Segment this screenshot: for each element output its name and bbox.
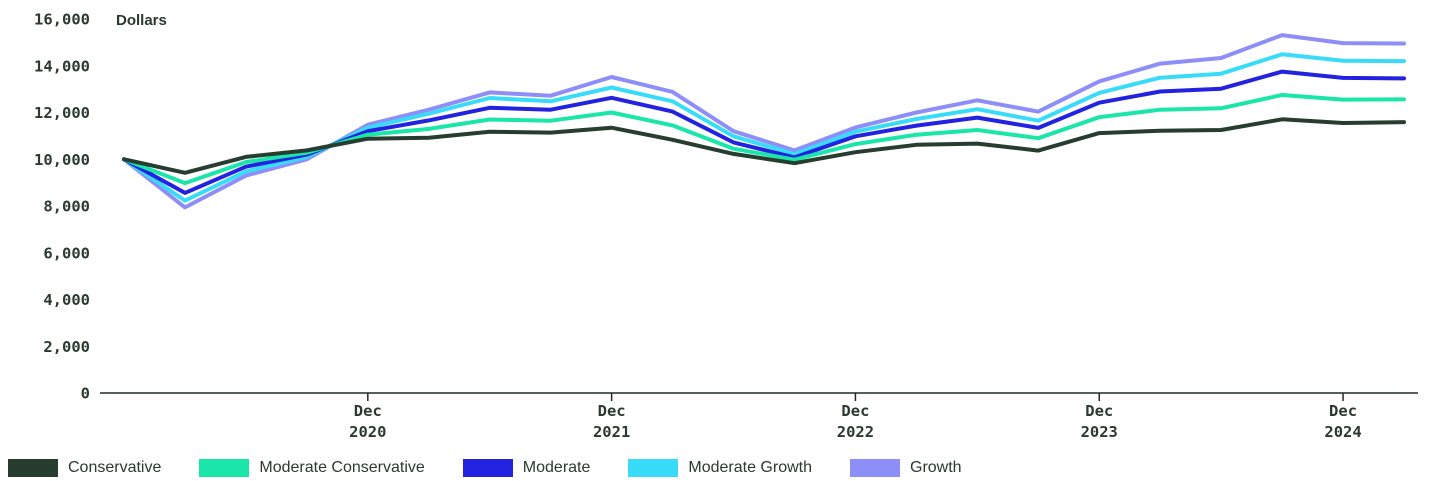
legend-swatch bbox=[628, 459, 679, 477]
legend-swatch bbox=[199, 459, 250, 477]
legend-label: Conservative bbox=[68, 459, 162, 476]
y-axis: 0 2,000 4,000 6,000 8,000 10,000 12,000 14,000 1… bbox=[34, 11, 90, 403]
legend-swatch bbox=[850, 459, 900, 477]
legend-swatch bbox=[8, 459, 58, 477]
x-tick-label-year: 2021 bbox=[593, 423, 630, 441]
x-tick-label-month: Dec bbox=[1329, 402, 1357, 420]
legend-label: Moderate bbox=[522, 459, 591, 476]
y-tick-label: 2,000 bbox=[43, 338, 90, 356]
y-tick-label: 14,000 bbox=[34, 57, 90, 75]
series-line-moderate-growth bbox=[122, 52, 1406, 203]
legend-item: Moderate Conservative bbox=[199, 459, 425, 477]
series-lines bbox=[122, 33, 1406, 210]
series-line-moderate bbox=[122, 69, 1406, 195]
legend-item: Growth bbox=[850, 459, 962, 477]
x-axis: Dec 2020 Dec 2021 Dec 2022 Dec 2023 Dec 2024 bbox=[100, 392, 1418, 441]
y-tick-label: 16,000 bbox=[34, 11, 90, 29]
x-tick-label-month: Dec bbox=[354, 402, 382, 420]
legend-label: Moderate Conservative bbox=[259, 459, 425, 476]
legend-swatch bbox=[462, 459, 513, 477]
legend-item: Moderate Growth bbox=[628, 459, 812, 477]
series-line-conservative bbox=[122, 117, 1406, 175]
legend: Conservative Moderate Conservative Moderat… bbox=[8, 458, 1000, 478]
legend-label: Growth bbox=[910, 459, 962, 476]
y-tick-label: 12,000 bbox=[34, 104, 90, 122]
series-line-growth bbox=[122, 33, 1406, 210]
x-tick-label-month: Dec bbox=[1085, 402, 1113, 420]
y-tick-label: 4,000 bbox=[43, 291, 90, 309]
y-tick-label: 8,000 bbox=[43, 198, 90, 216]
x-tick-label-year: 2023 bbox=[1081, 423, 1118, 441]
y-tick-label: 0 bbox=[81, 385, 90, 403]
x-tick-label-year: 2020 bbox=[349, 423, 386, 441]
y-tick-label: 10,000 bbox=[34, 151, 90, 169]
legend-item: Moderate bbox=[462, 459, 591, 477]
x-tick-label-year: 2024 bbox=[1324, 423, 1361, 441]
x-tick-label-year: 2022 bbox=[837, 423, 874, 441]
x-tick-label-month: Dec bbox=[598, 402, 626, 420]
y-axis-label: Dollars bbox=[116, 12, 167, 29]
x-tick-label-month: Dec bbox=[841, 402, 869, 420]
legend-label: Moderate Growth bbox=[688, 459, 812, 476]
legend-item: Conservative bbox=[8, 459, 161, 477]
y-tick-label: 6,000 bbox=[43, 244, 90, 262]
